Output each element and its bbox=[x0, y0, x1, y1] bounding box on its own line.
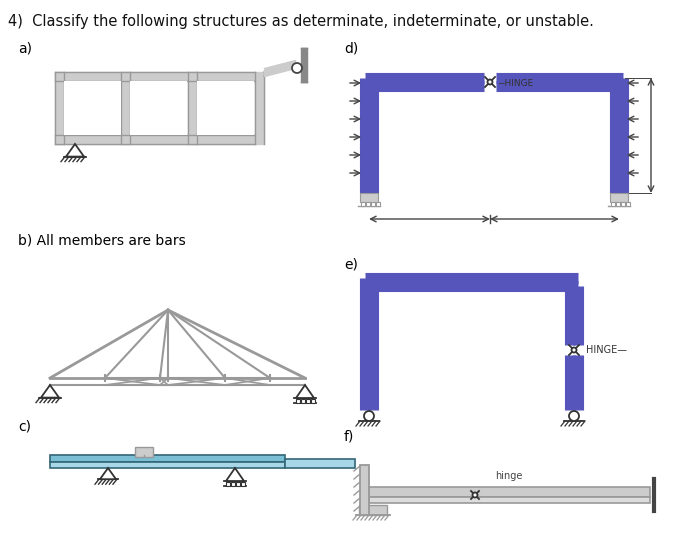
Text: f): f) bbox=[344, 430, 354, 444]
Bar bbox=[616, 202, 620, 206]
Bar bbox=[231, 482, 235, 486]
Polygon shape bbox=[41, 385, 59, 398]
Bar bbox=[369, 487, 650, 497]
Text: hinge: hinge bbox=[495, 471, 523, 481]
Bar bbox=[296, 399, 300, 403]
Bar bbox=[361, 202, 365, 206]
Circle shape bbox=[292, 63, 302, 73]
Bar bbox=[626, 202, 630, 206]
Bar bbox=[64, 81, 121, 135]
Bar bbox=[360, 465, 369, 515]
Bar bbox=[301, 399, 305, 403]
Bar bbox=[306, 399, 310, 403]
Bar bbox=[50, 462, 285, 468]
Bar bbox=[366, 202, 370, 206]
Bar bbox=[285, 459, 355, 468]
Text: c): c) bbox=[18, 420, 31, 434]
Bar bbox=[611, 202, 615, 206]
Bar bbox=[610, 193, 628, 202]
Text: −HINGE: −HINGE bbox=[497, 80, 534, 88]
Bar bbox=[197, 81, 254, 135]
Text: e): e) bbox=[344, 258, 358, 272]
Text: a): a) bbox=[18, 42, 32, 56]
Text: 4)  Classify the following structures as determinate, indeterminate, or unstable: 4) Classify the following structures as … bbox=[8, 14, 594, 29]
Bar bbox=[371, 202, 375, 206]
Polygon shape bbox=[226, 468, 244, 481]
Circle shape bbox=[569, 411, 579, 421]
Bar bbox=[241, 482, 245, 486]
Circle shape bbox=[572, 348, 577, 353]
Text: HINGE—: HINGE— bbox=[586, 345, 627, 355]
Polygon shape bbox=[66, 144, 84, 156]
Bar bbox=[311, 399, 315, 403]
Circle shape bbox=[473, 493, 477, 498]
Bar bbox=[50, 455, 285, 462]
Bar bbox=[621, 202, 625, 206]
Text: b) All members are bars: b) All members are bars bbox=[18, 233, 186, 247]
Bar bbox=[359, 505, 387, 515]
Bar bbox=[369, 497, 650, 503]
Bar bbox=[360, 193, 378, 202]
Bar bbox=[130, 81, 187, 135]
Bar bbox=[135, 447, 153, 457]
Circle shape bbox=[364, 411, 374, 421]
Polygon shape bbox=[100, 468, 116, 479]
Circle shape bbox=[488, 80, 492, 84]
Bar bbox=[236, 482, 240, 486]
Bar bbox=[376, 202, 380, 206]
Polygon shape bbox=[296, 385, 314, 398]
Text: d): d) bbox=[344, 42, 358, 56]
Bar bbox=[226, 482, 230, 486]
